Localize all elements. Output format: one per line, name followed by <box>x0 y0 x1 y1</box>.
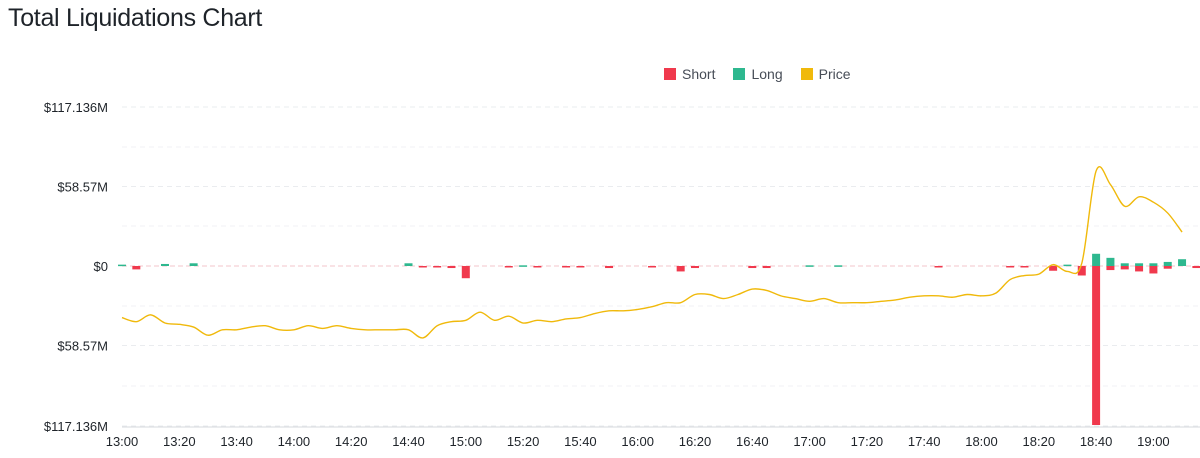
x-tick-label: 15:00 <box>450 434 483 449</box>
x-tick-label: 17:40 <box>908 434 941 449</box>
long-bar <box>805 265 814 267</box>
short-bar <box>1020 266 1029 268</box>
long-bar <box>1063 264 1072 267</box>
x-tick-label: 13:40 <box>220 434 253 449</box>
short-swatch <box>664 68 676 80</box>
x-tick-label: 14:40 <box>392 434 425 449</box>
short-bar <box>533 266 542 268</box>
legend-label-price: Price <box>818 66 851 82</box>
short-bar <box>132 266 141 270</box>
short-bar <box>762 266 771 269</box>
y-tick-label: $58.57M <box>57 339 108 354</box>
long-bar <box>189 263 198 266</box>
long-swatch <box>733 68 746 80</box>
short-bar <box>605 266 614 269</box>
long-bar <box>519 265 528 267</box>
short-bar <box>1049 266 1058 271</box>
short-bar <box>748 266 757 269</box>
y-tick-label: $117.136M <box>44 419 108 434</box>
x-tick-label: 18:00 <box>965 434 998 449</box>
long-bar <box>1149 263 1158 266</box>
long-bar <box>118 264 126 267</box>
x-tick-label: 15:40 <box>564 434 597 449</box>
x-tick-label: 18:20 <box>1023 434 1056 449</box>
short-bar <box>433 266 442 268</box>
x-tick-label: 16:00 <box>621 434 654 449</box>
long-bar <box>404 263 413 266</box>
chart-legend: Short Long Price <box>664 66 851 82</box>
short-bar <box>418 266 427 268</box>
legend-item-short[interactable]: Short <box>664 66 715 82</box>
short-bar <box>1077 266 1086 276</box>
x-tick-label: 14:00 <box>278 434 311 449</box>
short-bar <box>461 266 470 279</box>
short-bar <box>1149 266 1158 274</box>
x-tick-label: 13:00 <box>106 434 139 449</box>
short-bar <box>1135 266 1144 272</box>
short-bar <box>1092 266 1101 425</box>
x-tick-label: 16:40 <box>736 434 769 449</box>
chart-title: Total Liquidations Chart <box>8 4 263 32</box>
short-bar <box>1192 266 1200 269</box>
x-tick-label: 19:00 <box>1137 434 1170 449</box>
short-bar <box>1163 266 1172 269</box>
long-bar <box>834 265 843 267</box>
price-swatch <box>800 68 813 80</box>
long-bar <box>1163 261 1172 266</box>
y-tick-label: $117.136M <box>44 100 108 115</box>
long-bar <box>1178 259 1187 266</box>
short-bar <box>1120 266 1129 270</box>
short-bar <box>576 266 585 268</box>
long-bar <box>1135 263 1144 266</box>
long-bar <box>160 263 169 266</box>
short-bar <box>504 266 513 268</box>
short-bar <box>648 266 657 268</box>
x-tick-label: 16:20 <box>679 434 712 449</box>
long-bar <box>1092 253 1101 266</box>
legend-label-long: Long <box>751 66 783 82</box>
legend-label-short: Short <box>682 66 716 82</box>
x-tick-label: 13:20 <box>163 434 196 449</box>
x-tick-label: 17:20 <box>851 434 884 449</box>
short-bar <box>1106 266 1115 271</box>
long-bar <box>1106 257 1115 266</box>
long-bar <box>1120 263 1129 266</box>
x-tick-label: 14:20 <box>335 434 368 449</box>
y-tick-label: $58.57M <box>57 179 108 194</box>
price-line <box>121 166 1183 339</box>
legend-item-long[interactable]: Long <box>733 66 783 82</box>
x-tick-label: 15:20 <box>507 434 540 449</box>
short-bar <box>676 266 685 272</box>
short-bar <box>691 266 699 269</box>
x-tick-label: 18:40 <box>1080 434 1113 449</box>
short-bar <box>934 266 943 268</box>
y-tick-label: $0 <box>94 259 108 274</box>
short-bar <box>1006 266 1015 268</box>
x-tick-label: 17:00 <box>793 434 826 449</box>
short-bar <box>447 266 456 269</box>
legend-item-price[interactable]: Price <box>800 66 851 82</box>
short-bar <box>562 266 571 268</box>
